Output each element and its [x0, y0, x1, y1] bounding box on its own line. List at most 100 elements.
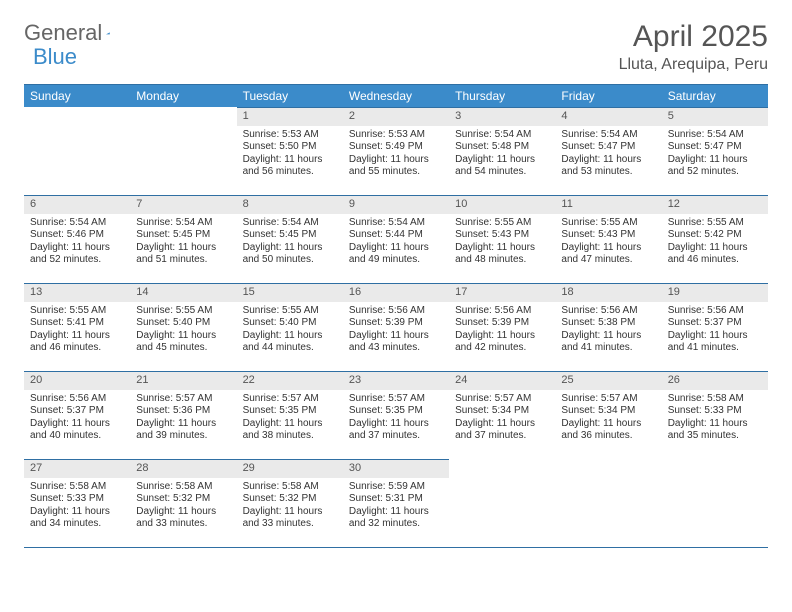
sunset-line: Sunset: 5:40 PM: [243, 317, 337, 330]
day-details: Sunrise: 5:56 AMSunset: 5:37 PMDaylight:…: [662, 302, 768, 359]
day-details: Sunrise: 5:56 AMSunset: 5:37 PMDaylight:…: [24, 390, 130, 447]
calendar-cell: 16Sunrise: 5:56 AMSunset: 5:39 PMDayligh…: [343, 283, 449, 371]
day-number: 4: [555, 107, 661, 126]
sunset-line: Sunset: 5:48 PM: [455, 141, 549, 154]
calendar-cell: .: [555, 459, 661, 547]
sunrise-line: Sunrise: 5:56 AM: [455, 305, 549, 318]
sunrise-line: Sunrise: 5:58 AM: [30, 481, 124, 494]
calendar-row: 27Sunrise: 5:58 AMSunset: 5:33 PMDayligh…: [24, 459, 768, 547]
day-number: 18: [555, 283, 661, 302]
logo-word1: General: [24, 20, 102, 46]
day-number: 27: [24, 459, 130, 478]
day-details: Sunrise: 5:57 AMSunset: 5:34 PMDaylight:…: [555, 390, 661, 447]
day-number: 29: [237, 459, 343, 478]
calendar-cell: 14Sunrise: 5:55 AMSunset: 5:40 PMDayligh…: [130, 283, 236, 371]
calendar-cell: 27Sunrise: 5:58 AMSunset: 5:33 PMDayligh…: [24, 459, 130, 547]
daylight-line: Daylight: 11 hours and 46 minutes.: [668, 242, 762, 267]
daylight-line: Daylight: 11 hours and 34 minutes.: [30, 506, 124, 531]
day-details: Sunrise: 5:57 AMSunset: 5:35 PMDaylight:…: [237, 390, 343, 447]
sunset-line: Sunset: 5:33 PM: [30, 493, 124, 506]
calendar-cell: 18Sunrise: 5:56 AMSunset: 5:38 PMDayligh…: [555, 283, 661, 371]
sunset-line: Sunset: 5:43 PM: [455, 229, 549, 242]
calendar-cell: 30Sunrise: 5:59 AMSunset: 5:31 PMDayligh…: [343, 459, 449, 547]
daylight-line: Daylight: 11 hours and 43 minutes.: [349, 330, 443, 355]
sunset-line: Sunset: 5:39 PM: [455, 317, 549, 330]
sunset-line: Sunset: 5:34 PM: [561, 405, 655, 418]
daylight-line: Daylight: 11 hours and 39 minutes.: [136, 418, 230, 443]
calendar-cell: 28Sunrise: 5:58 AMSunset: 5:32 PMDayligh…: [130, 459, 236, 547]
sunset-line: Sunset: 5:32 PM: [243, 493, 337, 506]
calendar-cell: 6Sunrise: 5:54 AMSunset: 5:46 PMDaylight…: [24, 195, 130, 283]
header: General April 2025 Lluta, Arequipa, Peru: [24, 20, 768, 74]
day-number: 5: [662, 107, 768, 126]
day-number: 1: [237, 107, 343, 126]
sunset-line: Sunset: 5:38 PM: [561, 317, 655, 330]
calendar-row: 13Sunrise: 5:55 AMSunset: 5:41 PMDayligh…: [24, 283, 768, 371]
day-details: Sunrise: 5:56 AMSunset: 5:39 PMDaylight:…: [343, 302, 449, 359]
weekday-header: Monday: [130, 85, 236, 108]
sunset-line: Sunset: 5:35 PM: [349, 405, 443, 418]
sunrise-line: Sunrise: 5:54 AM: [30, 217, 124, 230]
sunrise-line: Sunrise: 5:53 AM: [243, 129, 337, 142]
day-details: Sunrise: 5:58 AMSunset: 5:33 PMDaylight:…: [24, 478, 130, 535]
calendar-cell: 26Sunrise: 5:58 AMSunset: 5:33 PMDayligh…: [662, 371, 768, 459]
day-details: Sunrise: 5:54 AMSunset: 5:47 PMDaylight:…: [555, 126, 661, 183]
calendar-cell: 25Sunrise: 5:57 AMSunset: 5:34 PMDayligh…: [555, 371, 661, 459]
sunrise-line: Sunrise: 5:57 AM: [349, 393, 443, 406]
calendar-cell: .: [24, 107, 130, 195]
day-details: Sunrise: 5:57 AMSunset: 5:35 PMDaylight:…: [343, 390, 449, 447]
calendar-cell: 2Sunrise: 5:53 AMSunset: 5:49 PMDaylight…: [343, 107, 449, 195]
calendar-cell: 29Sunrise: 5:58 AMSunset: 5:32 PMDayligh…: [237, 459, 343, 547]
sunset-line: Sunset: 5:47 PM: [668, 141, 762, 154]
calendar-cell: 5Sunrise: 5:54 AMSunset: 5:47 PMDaylight…: [662, 107, 768, 195]
day-details: Sunrise: 5:58 AMSunset: 5:32 PMDaylight:…: [130, 478, 236, 535]
calendar-cell: 8Sunrise: 5:54 AMSunset: 5:45 PMDaylight…: [237, 195, 343, 283]
daylight-line: Daylight: 11 hours and 42 minutes.: [455, 330, 549, 355]
daylight-line: Daylight: 11 hours and 54 minutes.: [455, 154, 549, 179]
weekday-header: Thursday: [449, 85, 555, 108]
day-details: Sunrise: 5:55 AMSunset: 5:43 PMDaylight:…: [555, 214, 661, 271]
daylight-line: Daylight: 11 hours and 51 minutes.: [136, 242, 230, 267]
day-details: Sunrise: 5:55 AMSunset: 5:40 PMDaylight:…: [130, 302, 236, 359]
daylight-line: Daylight: 11 hours and 52 minutes.: [668, 154, 762, 179]
calendar-row: ..1Sunrise: 5:53 AMSunset: 5:50 PMDaylig…: [24, 107, 768, 195]
sunset-line: Sunset: 5:42 PM: [668, 229, 762, 242]
sunset-line: Sunset: 5:31 PM: [349, 493, 443, 506]
page: General April 2025 Lluta, Arequipa, Peru…: [0, 0, 792, 568]
day-number: 10: [449, 195, 555, 214]
daylight-line: Daylight: 11 hours and 49 minutes.: [349, 242, 443, 267]
calendar-cell: 24Sunrise: 5:57 AMSunset: 5:34 PMDayligh…: [449, 371, 555, 459]
calendar-cell: 10Sunrise: 5:55 AMSunset: 5:43 PMDayligh…: [449, 195, 555, 283]
day-number: 24: [449, 371, 555, 390]
calendar-row: 6Sunrise: 5:54 AMSunset: 5:46 PMDaylight…: [24, 195, 768, 283]
calendar-cell: 19Sunrise: 5:56 AMSunset: 5:37 PMDayligh…: [662, 283, 768, 371]
sunset-line: Sunset: 5:40 PM: [136, 317, 230, 330]
sunrise-line: Sunrise: 5:55 AM: [30, 305, 124, 318]
day-number: 25: [555, 371, 661, 390]
sunrise-line: Sunrise: 5:57 AM: [561, 393, 655, 406]
calendar-cell: .: [662, 459, 768, 547]
daylight-line: Daylight: 11 hours and 55 minutes.: [349, 154, 443, 179]
calendar-cell: .: [130, 107, 236, 195]
day-number: 14: [130, 283, 236, 302]
sunset-line: Sunset: 5:45 PM: [243, 229, 337, 242]
calendar-cell: 12Sunrise: 5:55 AMSunset: 5:42 PMDayligh…: [662, 195, 768, 283]
day-number: 9: [343, 195, 449, 214]
day-number: 2: [343, 107, 449, 126]
day-details: Sunrise: 5:58 AMSunset: 5:33 PMDaylight:…: [662, 390, 768, 447]
calendar-cell: 15Sunrise: 5:55 AMSunset: 5:40 PMDayligh…: [237, 283, 343, 371]
day-details: Sunrise: 5:56 AMSunset: 5:39 PMDaylight:…: [449, 302, 555, 359]
daylight-line: Daylight: 11 hours and 52 minutes.: [30, 242, 124, 267]
calendar-cell: 22Sunrise: 5:57 AMSunset: 5:35 PMDayligh…: [237, 371, 343, 459]
sunrise-line: Sunrise: 5:56 AM: [668, 305, 762, 318]
sunrise-line: Sunrise: 5:56 AM: [561, 305, 655, 318]
daylight-line: Daylight: 11 hours and 36 minutes.: [561, 418, 655, 443]
sunrise-line: Sunrise: 5:58 AM: [136, 481, 230, 494]
calendar-table: SundayMondayTuesdayWednesdayThursdayFrid…: [24, 84, 768, 548]
sunset-line: Sunset: 5:45 PM: [136, 229, 230, 242]
sunrise-line: Sunrise: 5:54 AM: [561, 129, 655, 142]
sunrise-line: Sunrise: 5:54 AM: [243, 217, 337, 230]
calendar-cell: 23Sunrise: 5:57 AMSunset: 5:35 PMDayligh…: [343, 371, 449, 459]
sunrise-line: Sunrise: 5:54 AM: [455, 129, 549, 142]
day-number: 7: [130, 195, 236, 214]
